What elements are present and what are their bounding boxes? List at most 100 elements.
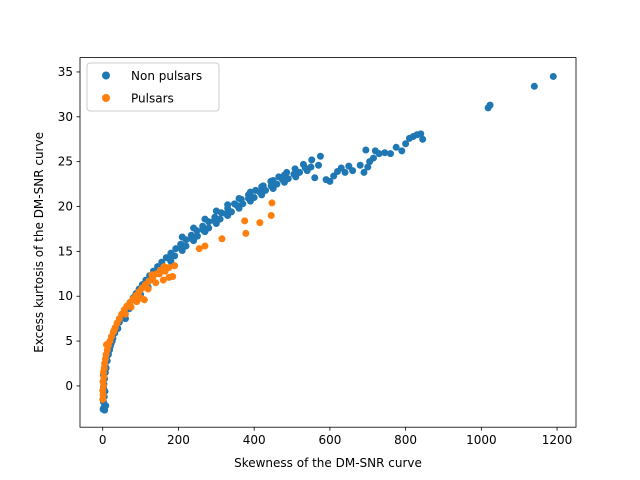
y-axis-ticks: 0 5 10 15 20 25 30 35 (58, 65, 80, 393)
y-tick-label: 10 (58, 289, 73, 303)
point-non-pulsars (176, 244, 184, 252)
y-tick-label: 20 (58, 200, 73, 214)
legend-marker-non-pulsars (102, 71, 110, 80)
point-non-pulsars (250, 194, 258, 202)
y-tick-label: 35 (58, 65, 73, 79)
point-non-pulsars (290, 170, 298, 178)
point-non-pulsars (267, 182, 275, 190)
point-pulsars (171, 262, 179, 270)
point-pulsars (133, 298, 141, 306)
point-pulsars (121, 310, 129, 318)
point-non-pulsars (224, 201, 232, 209)
point-non-pulsars (235, 194, 243, 202)
legend-label-non-pulsars: Non pulsars (131, 69, 202, 83)
point-non-pulsars (216, 215, 224, 223)
point-non-pulsars (246, 188, 254, 196)
point-non-pulsars (364, 163, 372, 171)
point-non-pulsars (308, 156, 316, 164)
point-non-pulsars (190, 224, 198, 232)
x-tick-label: 200 (167, 433, 190, 447)
point-non-pulsars (205, 224, 213, 232)
point-pulsars (242, 229, 250, 237)
point-non-pulsars (199, 226, 207, 234)
point-non-pulsars (307, 163, 315, 171)
point-non-pulsars (182, 242, 190, 250)
point-non-pulsars (381, 149, 389, 157)
point-non-pulsars (165, 255, 173, 263)
point-non-pulsars (341, 168, 349, 176)
point-non-pulsars (530, 82, 538, 90)
point-pulsars (201, 242, 209, 250)
y-tick-label: 0 (65, 379, 73, 393)
point-pulsars (195, 245, 203, 253)
point-non-pulsars (349, 167, 357, 175)
point-non-pulsars (360, 168, 368, 176)
point-non-pulsars (326, 177, 334, 185)
point-pulsars (144, 285, 152, 293)
point-non-pulsars (362, 146, 370, 154)
point-pulsars (241, 217, 249, 225)
point-non-pulsars (269, 177, 277, 184)
point-non-pulsars (315, 161, 323, 169)
legend-label-pulsars: Pulsars (131, 92, 174, 106)
legend-box (86, 62, 220, 112)
point-non-pulsars (239, 200, 247, 208)
point-non-pulsars (369, 154, 377, 162)
x-axis-label: Skewness of the DM-SNR curve (234, 456, 422, 470)
y-axis-label: Excess kurtosis of the DM-SNR curve (32, 132, 46, 353)
point-pulsars (268, 199, 276, 207)
point-non-pulsars (371, 147, 379, 155)
x-tick-label: 600 (318, 433, 341, 447)
point-non-pulsars (188, 235, 196, 243)
point-non-pulsars (212, 207, 220, 215)
point-non-pulsars (256, 188, 264, 196)
point-pulsars (218, 235, 226, 243)
point-non-pulsars (392, 143, 400, 151)
point-non-pulsars (316, 152, 324, 160)
x-tick-label: 1000 (466, 433, 497, 447)
plot-frame (79, 57, 577, 428)
point-non-pulsars (486, 101, 494, 109)
point-non-pulsars (301, 164, 309, 172)
point-non-pulsars (549, 72, 557, 80)
data-points (99, 72, 557, 414)
point-non-pulsars (311, 174, 319, 182)
x-axis-ticks: 0 200 400 600 800 1000 1200 (99, 427, 572, 447)
point-non-pulsars (398, 147, 406, 155)
legend-marker-pulsars (102, 94, 110, 102)
point-pulsars (152, 279, 160, 287)
point-non-pulsars (210, 217, 218, 225)
point-non-pulsars (178, 233, 186, 241)
point-non-pulsars (201, 215, 209, 223)
point-non-pulsars (296, 168, 304, 176)
point-pulsars (159, 276, 167, 284)
y-tick-label: 5 (65, 334, 73, 348)
point-pulsars (110, 326, 118, 334)
point-pulsars (140, 296, 148, 304)
point-non-pulsars (386, 150, 394, 158)
point-pulsars (161, 267, 169, 275)
x-tick-label: 400 (243, 433, 266, 447)
point-non-pulsars (244, 194, 252, 202)
point-pulsars (267, 211, 275, 219)
point-pulsars (103, 341, 110, 349)
point-non-pulsars (193, 232, 201, 240)
x-tick-label: 800 (394, 433, 417, 447)
y-tick-label: 30 (58, 110, 73, 124)
point-pulsars (156, 270, 164, 278)
point-non-pulsars (227, 208, 235, 216)
point-non-pulsars (419, 135, 427, 143)
legend: Non pulsars Pulsars (86, 62, 220, 112)
point-non-pulsars (258, 183, 266, 191)
y-tick-label: 15 (58, 244, 73, 258)
point-non-pulsars (356, 161, 364, 169)
point-non-pulsars (171, 252, 179, 260)
x-tick-label: 0 (99, 433, 107, 447)
point-non-pulsars (222, 210, 230, 218)
point-pulsars (256, 219, 264, 227)
point-pulsars (148, 271, 156, 279)
point-non-pulsars (280, 171, 288, 179)
point-non-pulsars (233, 202, 241, 210)
point-non-pulsars (417, 130, 425, 138)
